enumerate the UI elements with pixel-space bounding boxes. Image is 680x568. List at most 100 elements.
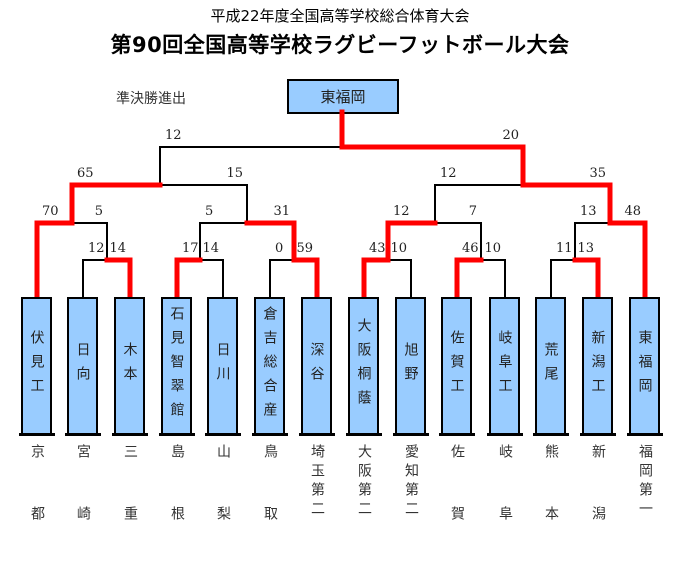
prefecture-box: 埼玉第二 — [302, 444, 332, 520]
score-label: 13 — [577, 241, 594, 256]
prefecture-label: 佐賀 — [449, 444, 465, 568]
team-name: 木本 — [121, 342, 138, 390]
prefecture-box: 岐阜 — [490, 444, 520, 568]
score-label: 65 — [77, 166, 94, 181]
prefecture-box: 大阪第二 — [349, 444, 379, 520]
champion-name: 東福岡 — [320, 88, 366, 106]
tournament-title: 第90回全国高等学校ラグビーフットボール大会 — [110, 33, 570, 57]
team-name: 東福岡 — [636, 330, 653, 402]
prefecture-label: 熊本 — [543, 444, 559, 568]
prefecture-label: 宮崎 — [75, 444, 91, 568]
team-baseline — [159, 433, 195, 436]
team-baseline — [252, 433, 288, 436]
prefecture-box: 鳥取 — [255, 444, 285, 568]
team-baseline — [393, 433, 429, 436]
score-label: 46 — [462, 241, 479, 256]
team-baseline — [533, 433, 569, 436]
score-label: 17 — [182, 241, 199, 256]
prefecture-box: 山梨 — [208, 444, 238, 568]
score-label: 7 — [469, 204, 477, 219]
team-box: 木本 — [114, 297, 145, 433]
prefecture-box: 愛知第二 — [396, 444, 426, 520]
score-label: 43 — [369, 241, 386, 256]
score-label: 10 — [390, 241, 407, 256]
prefecture-box: 福岡第一 — [630, 444, 660, 520]
prefecture-box: 新潟 — [583, 444, 613, 568]
prefecture-label: 京都 — [29, 444, 45, 568]
score-label: 35 — [589, 166, 606, 181]
team-baseline — [112, 433, 148, 436]
team-box: 石見智翠館 — [161, 297, 192, 433]
team-name: 佐賀工 — [448, 330, 465, 402]
score-label: 20 — [502, 128, 519, 143]
team-box: 倉吉総合産 — [254, 297, 285, 433]
score-label: 12 — [88, 241, 105, 256]
semifinal-label: 準決勝進出 — [116, 91, 186, 107]
team-box: 岐阜工 — [489, 297, 520, 433]
team-name: 岐阜工 — [496, 330, 513, 402]
score-label: 5 — [205, 204, 213, 219]
team-box: 大阪桐蔭 — [348, 297, 379, 433]
score-label: 5 — [95, 204, 103, 219]
score-label: 48 — [624, 204, 641, 219]
tournament-subtitle: 平成22年度全国高等学校総合体育大会 — [210, 7, 470, 25]
team-name: 荒尾 — [542, 342, 559, 390]
score-label: 59 — [296, 241, 313, 256]
score-label: 14 — [202, 241, 219, 256]
team-box: 東福岡 — [629, 297, 660, 433]
team-baseline — [19, 433, 55, 436]
prefecture-box: 熊本 — [536, 444, 566, 568]
prefecture-label: 愛知第二 — [403, 444, 419, 520]
team-name: 新潟工 — [589, 330, 606, 402]
team-baseline — [439, 433, 475, 436]
team-baseline — [580, 433, 616, 436]
prefecture-box: 三重 — [115, 444, 145, 568]
team-baseline — [65, 433, 101, 436]
prefecture-box: 宮崎 — [68, 444, 98, 568]
team-name: 大阪桐蔭 — [355, 318, 372, 414]
team-box: 日川 — [207, 297, 238, 433]
score-label: 12 — [393, 204, 410, 219]
team-name: 伏見工 — [28, 330, 45, 402]
prefecture-label: 大阪第二 — [356, 444, 372, 520]
team-box: 伏見工 — [21, 297, 52, 433]
team-name: 深谷 — [308, 342, 325, 390]
team-name: 旭野 — [402, 342, 419, 390]
prefecture-label: 三重 — [122, 444, 138, 568]
team-box: 新潟工 — [582, 297, 613, 433]
team-box: 日向 — [67, 297, 98, 433]
prefecture-label: 岐阜 — [497, 444, 513, 568]
prefecture-box: 佐賀 — [442, 444, 472, 568]
score-label: 14 — [109, 241, 126, 256]
team-name: 倉吉総合産 — [261, 306, 278, 426]
team-baseline — [205, 433, 241, 436]
score-label: 11 — [556, 241, 573, 256]
team-name: 日向 — [74, 342, 91, 390]
prefecture-label: 島根 — [169, 444, 185, 568]
score-label: 13 — [580, 204, 597, 219]
team-name: 日川 — [214, 342, 231, 390]
score-label: 12 — [440, 166, 457, 181]
prefecture-box: 京都 — [22, 444, 52, 568]
score-label: 12 — [165, 128, 182, 143]
score-label: 15 — [226, 166, 243, 181]
score-label: 10 — [484, 241, 501, 256]
score-label: 70 — [42, 204, 59, 219]
team-name: 石見智翠館 — [168, 306, 185, 426]
team-box: 荒尾 — [535, 297, 566, 433]
team-box: 佐賀工 — [441, 297, 472, 433]
prefecture-label: 福岡第一 — [637, 444, 653, 520]
prefecture-label: 鳥取 — [262, 444, 278, 568]
prefecture-label: 新潟 — [590, 444, 606, 568]
score-label: 31 — [273, 204, 290, 219]
score-label: 0 — [275, 241, 283, 256]
prefecture-label: 埼玉第二 — [309, 444, 325, 520]
team-box: 深谷 — [301, 297, 332, 433]
prefecture-box: 島根 — [162, 444, 192, 568]
team-baseline — [487, 433, 523, 436]
team-baseline — [299, 433, 335, 436]
team-baseline — [627, 433, 663, 436]
prefecture-label: 山梨 — [215, 444, 231, 568]
team-baseline — [346, 433, 382, 436]
